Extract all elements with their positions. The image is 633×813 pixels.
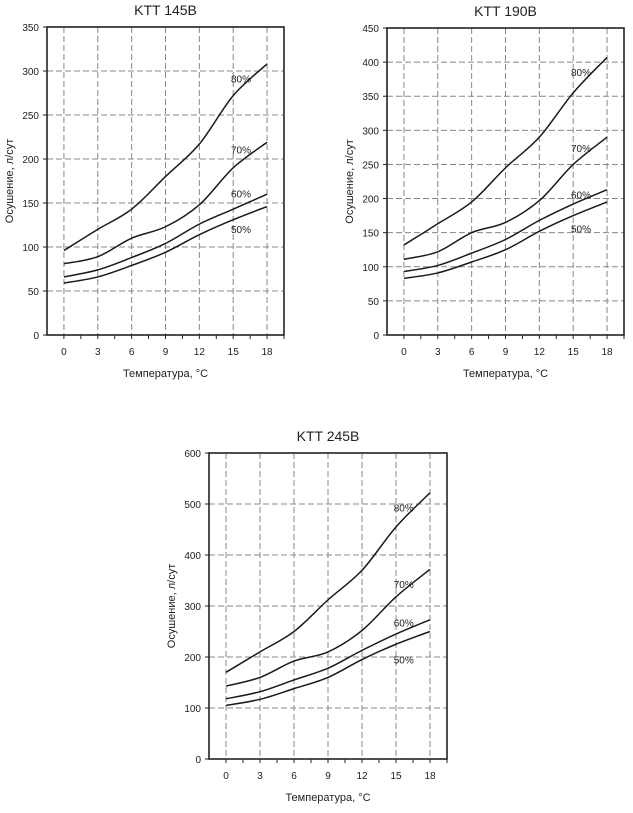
x-tick-label: 15 <box>390 771 402 782</box>
chart-svg: KTT 190B 0 50 100 150 200 250 300 350 400 450 0 3 6 9 1… <box>344 3 625 380</box>
x-axis-label: Температура, °C <box>463 368 548 380</box>
series-annotation: 70% <box>231 146 251 157</box>
series-line-70pct <box>403 136 608 261</box>
series-line-80pct <box>403 56 608 246</box>
series-annotation: 80% <box>571 68 591 79</box>
series-annotation: 80% <box>394 504 414 515</box>
x-tick-label: 18 <box>602 347 614 358</box>
series-line-70pct <box>225 568 431 687</box>
x-tick-label: 9 <box>325 771 331 782</box>
x-tick-label: 6 <box>129 347 135 358</box>
x-tick-label: 3 <box>95 347 101 358</box>
x-tick-label: 15 <box>228 347 240 358</box>
y-axis-label: Осушение, л/сут <box>4 139 16 223</box>
y-tick-label: 100 <box>362 263 379 274</box>
series-line-50pct <box>225 630 431 707</box>
plot-frame <box>46 26 285 336</box>
y-tick-label: 300 <box>184 602 201 613</box>
plot-frame <box>386 27 625 336</box>
y-tick-label: 250 <box>362 160 379 171</box>
x-tick-label: 3 <box>435 347 441 358</box>
x-tick-label: 6 <box>469 347 475 358</box>
x-tick-label: 0 <box>401 347 407 358</box>
y-tick-label: 500 <box>184 500 201 511</box>
y-tick-label: 200 <box>22 155 39 166</box>
y-tick-label: 350 <box>22 23 39 34</box>
x-tick-label: 12 <box>356 771 368 782</box>
y-axis-label: Осушение, л/сут <box>344 139 356 223</box>
x-tick-label: 12 <box>194 347 206 358</box>
x-tick-label: 12 <box>534 347 546 358</box>
series-line-60pct <box>63 193 268 278</box>
chart-title: KTT 190B <box>474 3 537 19</box>
x-tick-label: 3 <box>257 771 263 782</box>
y-tick-label: 150 <box>22 199 39 210</box>
x-tick-label: 6 <box>291 771 297 782</box>
x-tick-label: 15 <box>568 347 580 358</box>
x-axis-label: Температура, °C <box>285 792 370 804</box>
series-line-60pct <box>403 188 608 273</box>
y-tick-label: 600 <box>184 449 201 460</box>
x-tick-label: 9 <box>163 347 169 358</box>
series-annotation: 80% <box>231 74 251 85</box>
series-annotation: 60% <box>394 618 414 629</box>
y-tick-label: 0 <box>33 331 39 342</box>
series-line-50pct <box>63 205 268 284</box>
y-tick-label: 250 <box>22 111 39 122</box>
y-tick-label: 400 <box>362 58 379 69</box>
y-tick-label: 0 <box>373 331 379 342</box>
x-tick-label: 0 <box>61 347 67 358</box>
y-tick-label: 300 <box>22 67 39 78</box>
x-tick-label: 0 <box>223 771 229 782</box>
plot-frame <box>208 452 448 760</box>
y-axis-label: Осушение, л/сут <box>166 564 178 648</box>
y-tick-label: 400 <box>184 551 201 562</box>
series-annotation: 50% <box>394 656 414 667</box>
chart-svg: KTT 145B 0 50 100 150 200 250 300 350 0 3 6 9 12 15 18 8… <box>4 2 285 380</box>
series-line-60pct <box>225 619 431 700</box>
x-axis-label: Температура, °C <box>123 368 208 380</box>
y-tick-label: 200 <box>362 195 379 206</box>
series-annotation: 50% <box>571 225 591 236</box>
series-annotation: 70% <box>394 580 414 591</box>
chart-ktt-245b: KTT 245B 0 100 200 300 400 500 600 0 3 6 9 12 15 18 80%… <box>150 420 470 809</box>
y-tick-label: 150 <box>362 229 379 240</box>
chart-title: KTT 145B <box>134 2 197 18</box>
series-line-70pct <box>63 141 268 265</box>
y-tick-label: 200 <box>184 653 201 664</box>
y-tick-label: 50 <box>368 297 380 308</box>
y-tick-label: 50 <box>28 287 40 298</box>
series-line-80pct <box>225 492 431 673</box>
series-annotation: 70% <box>571 144 591 155</box>
x-tick-label: 18 <box>262 347 274 358</box>
y-tick-label: 100 <box>184 704 201 715</box>
y-tick-label: 100 <box>22 243 39 254</box>
chart-ktt-190b: KTT 190B 0 50 100 150 200 250 300 350 400 450 0 3 6 9 1… <box>330 0 633 390</box>
y-tick-label: 300 <box>362 126 379 137</box>
y-tick-label: 450 <box>362 24 379 35</box>
x-tick-label: 9 <box>503 347 509 358</box>
series-annotation: 60% <box>571 191 591 202</box>
x-tick-label: 18 <box>424 771 436 782</box>
chart-title: KTT 245B <box>297 428 360 444</box>
series-annotation: 60% <box>231 190 251 201</box>
series-annotation: 50% <box>231 225 251 236</box>
chart-ktt-145b: KTT 145B 0 50 100 150 200 250 300 350 0 3 6 9 12 15 18 8… <box>0 0 300 390</box>
y-tick-label: 350 <box>362 92 379 103</box>
series-line-80pct <box>63 63 268 252</box>
y-tick-label: 0 <box>195 755 201 766</box>
series-line-50pct <box>403 201 608 280</box>
chart-svg: KTT 245B 0 100 200 300 400 500 600 0 3 6 9 12 15 18 80%… <box>166 428 448 804</box>
